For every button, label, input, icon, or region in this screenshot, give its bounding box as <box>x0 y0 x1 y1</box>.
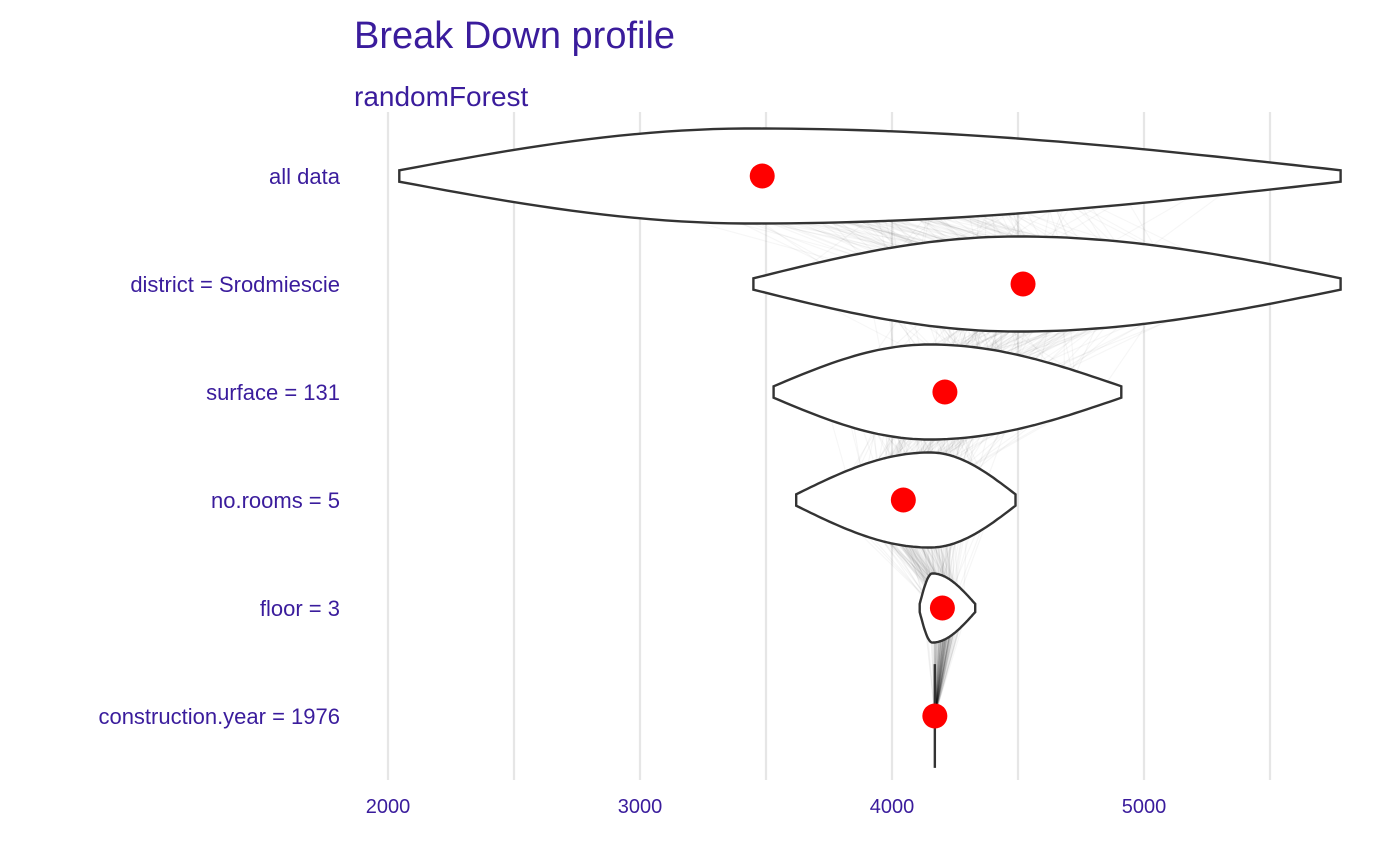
mean-point <box>749 163 775 189</box>
chart-title: Break Down profile <box>354 15 675 57</box>
label-layer: 2000 3000 4000 5000 all data district = Srodm… <box>98 164 1166 818</box>
violin-shape <box>398 127 1342 225</box>
mean-point <box>890 487 916 513</box>
y-category-label: no.rooms = 5 <box>211 488 340 513</box>
mean-point <box>929 595 955 621</box>
x-tick-label: 4000 <box>870 796 915 818</box>
x-tick-label: 5000 <box>1122 796 1167 818</box>
x-tick-label: 3000 <box>618 796 663 818</box>
y-category-label: surface = 131 <box>206 380 340 405</box>
x-tick-label: 2000 <box>366 796 411 818</box>
y-category-label: construction.year = 1976 <box>98 704 340 729</box>
chart-subtitle: randomForest <box>354 81 529 112</box>
point-layer <box>749 163 1036 729</box>
y-category-label: district = Srodmiescie <box>130 272 340 297</box>
mean-point <box>922 703 948 729</box>
violin-shape <box>752 235 1342 333</box>
y-category-label: floor = 3 <box>260 596 340 621</box>
mean-point <box>1010 271 1036 297</box>
y-category-label: all data <box>269 164 341 189</box>
mean-point <box>932 379 958 405</box>
